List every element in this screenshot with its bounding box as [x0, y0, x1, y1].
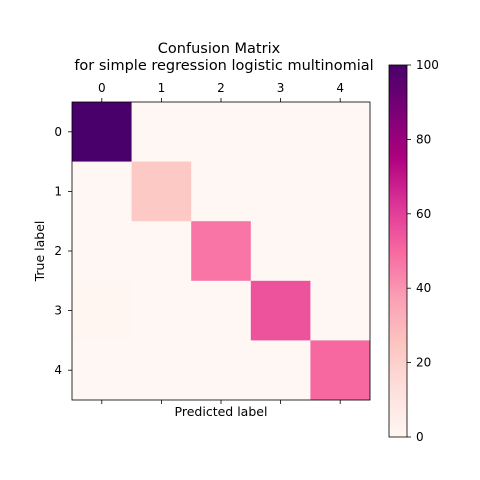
heatmap-cell: [310, 280, 371, 341]
colorbar-tick-label: 0: [416, 430, 424, 444]
x-axis-label: Predicted label: [175, 404, 268, 419]
y-tick-label: 2: [54, 244, 62, 258]
heatmap-cell: [72, 280, 132, 341]
heatmap-cell: [131, 280, 192, 341]
y-axis-ticks: 0 1 2 3 4: [54, 125, 72, 377]
heatmap-cell: [310, 340, 371, 401]
heatmap-cell: [310, 161, 371, 222]
colorbar-tick-label: 100: [416, 58, 439, 72]
heatmap-cell: [72, 102, 132, 162]
colorbar-ticks: 0 20 40 60 80 100: [407, 58, 439, 444]
x-tick-label: 3: [277, 81, 285, 95]
heatmap-cell: [310, 102, 371, 162]
heatmap-cell: [191, 340, 252, 401]
heatmap-cell: [250, 161, 311, 222]
heatmap-cell: [72, 340, 132, 401]
heatmap-cell: [191, 102, 252, 162]
heatmap-cell: [191, 161, 252, 222]
x-tick-label: 1: [158, 81, 166, 95]
x-tick-label: 4: [336, 81, 344, 95]
colorbar-tick-label: 40: [416, 281, 431, 295]
heatmap-cell: [250, 280, 311, 341]
heatmap-cell: [250, 340, 311, 401]
y-tick-label: 0: [54, 125, 62, 139]
heatmap-cell: [310, 221, 371, 282]
y-tick-label: 3: [54, 304, 62, 318]
y-axis-label: True label: [32, 221, 47, 283]
heatmap-cell: [191, 221, 252, 282]
heatmap-cell: [131, 340, 192, 401]
chart-title-line2: for simple regression logistic multinomi…: [74, 58, 373, 74]
heatmap-cell: [131, 102, 192, 162]
heatmap-cell: [250, 102, 311, 162]
colorbar: [388, 64, 408, 438]
x-axis-ticks: 0 1 2 3 4: [98, 81, 344, 404]
x-tick-label: 0: [98, 81, 106, 95]
colorbar-tick-label: 80: [416, 132, 431, 146]
colorbar-tick-label: 20: [416, 356, 431, 370]
heatmap-cell: [131, 161, 192, 222]
heatmap-cell: [191, 280, 252, 341]
heatmap-cells: [72, 102, 371, 401]
heatmap-cell: [72, 221, 132, 282]
heatmap-cell: [131, 221, 192, 282]
chart-title-line1: Confusion Matrix: [158, 41, 281, 57]
heatmap-cell: [72, 161, 132, 222]
y-tick-label: 4: [54, 363, 62, 377]
y-tick-label: 1: [54, 184, 62, 198]
x-tick-label: 2: [217, 81, 225, 95]
colorbar-tick-label: 60: [416, 207, 431, 221]
heatmap-cell: [250, 221, 311, 282]
